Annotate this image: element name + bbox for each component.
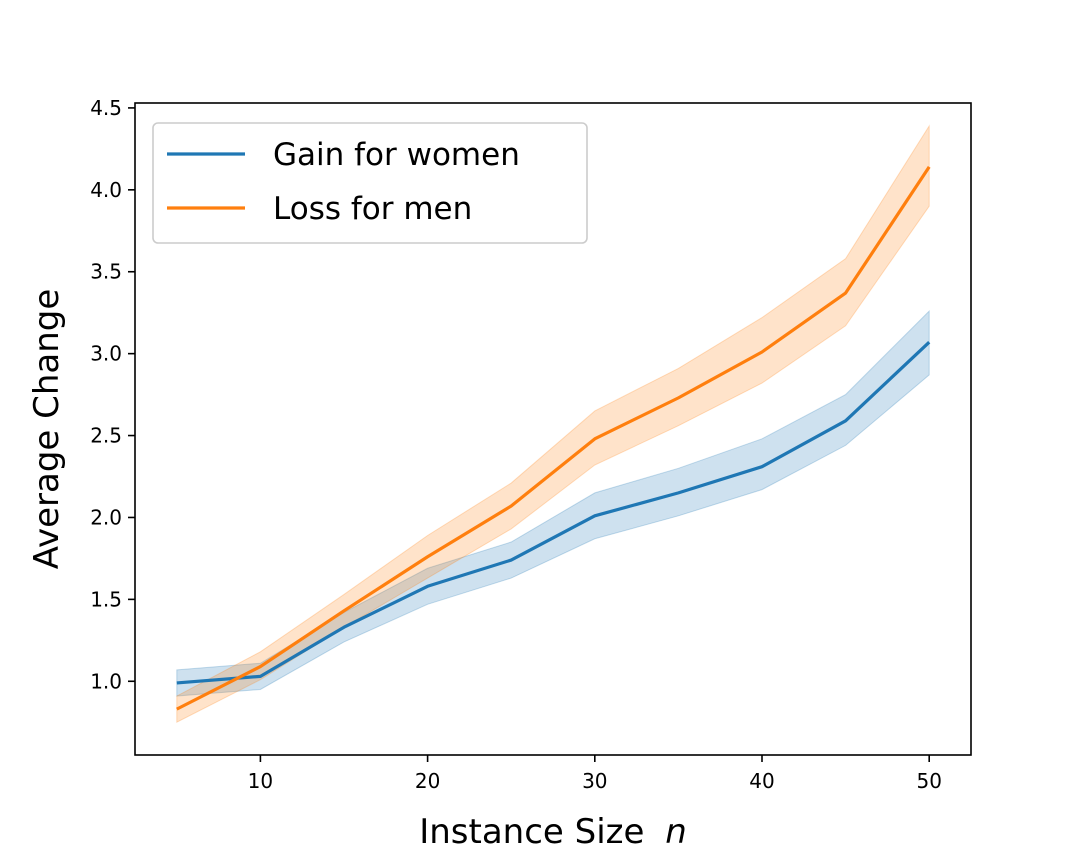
y-axis-ticks: 1.0 1.5 2.0 2.5 3.0 3.5 4.0 4.5 bbox=[90, 96, 135, 693]
y-tick-label: 1.0 bbox=[90, 669, 122, 693]
x-axis-ticks: 10 20 30 40 50 bbox=[248, 755, 942, 793]
x-tick-label: 50 bbox=[916, 769, 941, 793]
legend-box bbox=[152, 122, 588, 244]
x-axis-title-variable: n bbox=[665, 812, 687, 852]
y-tick-label: 4.0 bbox=[90, 178, 122, 202]
x-tick-label: 20 bbox=[415, 769, 440, 793]
legend-label-1: Gain for women bbox=[273, 137, 520, 173]
confidence-band-2 bbox=[176, 124, 930, 724]
y-tick-label: 2.5 bbox=[90, 424, 122, 448]
plot-frame bbox=[134, 102, 972, 756]
legend-label-2: Loss for men bbox=[273, 191, 472, 227]
x-axis-title-text: Instance Size bbox=[419, 812, 644, 852]
series-line-1 bbox=[176, 341, 931, 685]
y-tick-label: 1.5 bbox=[90, 587, 122, 611]
y-axis-title: Average Change bbox=[27, 289, 67, 570]
x-tick-label: 10 bbox=[248, 769, 273, 793]
x-axis-title: Instance Size n bbox=[419, 812, 687, 852]
confidence-band-1 bbox=[176, 309, 930, 697]
x-tick-label: 40 bbox=[749, 769, 774, 793]
y-tick-label: 4.5 bbox=[90, 96, 122, 120]
y-tick-label: 3.0 bbox=[90, 342, 122, 366]
series-lines bbox=[176, 166, 931, 711]
legend: Gain for women Loss for men bbox=[152, 122, 588, 244]
y-tick-label: 3.5 bbox=[90, 260, 122, 284]
y-tick-label: 2.0 bbox=[90, 505, 122, 529]
x-tick-label: 30 bbox=[582, 769, 607, 793]
confidence-bands bbox=[176, 124, 930, 724]
series-line-2 bbox=[176, 166, 931, 711]
